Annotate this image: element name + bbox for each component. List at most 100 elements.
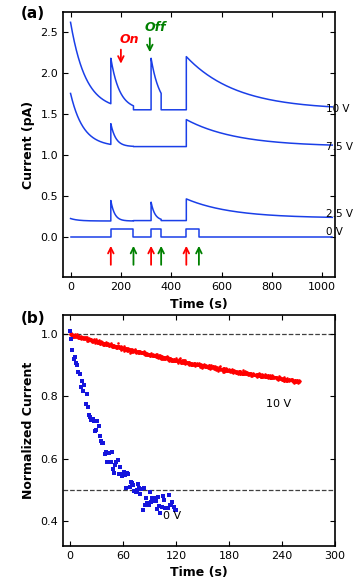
Point — [164, 352, 170, 361]
Point — [104, 457, 110, 467]
Point — [180, 357, 185, 366]
Point — [139, 347, 145, 357]
Point — [73, 332, 78, 341]
Point — [267, 374, 273, 383]
Point — [130, 346, 136, 355]
Point — [122, 343, 128, 353]
Point — [256, 369, 262, 378]
Point — [216, 363, 222, 373]
Point — [105, 448, 111, 457]
Point — [108, 340, 114, 349]
Point — [154, 352, 160, 361]
Point — [178, 356, 184, 366]
Point — [277, 374, 283, 384]
Point — [159, 352, 165, 361]
Point — [100, 338, 106, 347]
Point — [162, 354, 167, 364]
Point — [171, 502, 176, 512]
Point — [200, 360, 206, 370]
Point — [280, 373, 286, 383]
Point — [124, 343, 130, 352]
Point — [116, 342, 121, 351]
Point — [269, 373, 274, 382]
Point — [185, 359, 191, 369]
Point — [188, 359, 194, 368]
Point — [223, 364, 229, 374]
Point — [117, 342, 122, 352]
Point — [152, 352, 158, 361]
Point — [195, 360, 201, 370]
Point — [86, 335, 91, 344]
Point — [213, 363, 219, 373]
Point — [156, 352, 162, 361]
Point — [124, 468, 130, 477]
Point — [284, 374, 289, 384]
Point — [142, 350, 148, 359]
Point — [176, 355, 181, 364]
Point — [79, 332, 85, 342]
Point — [75, 333, 81, 342]
Point — [262, 372, 268, 381]
Point — [85, 334, 90, 343]
Point — [295, 377, 301, 387]
Point — [197, 361, 203, 370]
Point — [297, 376, 302, 385]
Point — [168, 500, 174, 510]
Point — [256, 371, 261, 381]
Point — [73, 332, 79, 342]
Point — [258, 372, 264, 381]
Point — [260, 371, 266, 380]
Point — [193, 360, 199, 369]
Point — [128, 478, 134, 487]
Point — [151, 350, 157, 360]
Point — [202, 361, 207, 370]
Point — [278, 374, 284, 383]
Point — [81, 333, 87, 343]
Text: 2.5 V: 2.5 V — [326, 210, 353, 220]
Point — [158, 508, 163, 517]
Point — [243, 367, 249, 376]
Point — [153, 352, 159, 361]
Point — [144, 350, 150, 360]
Point — [107, 340, 112, 350]
Point — [265, 371, 271, 380]
Point — [159, 353, 165, 363]
Point — [284, 376, 290, 385]
Point — [190, 360, 196, 369]
Point — [80, 334, 86, 343]
Point — [135, 347, 140, 356]
Point — [122, 345, 127, 354]
Point — [100, 340, 105, 349]
Point — [150, 350, 156, 360]
Point — [291, 378, 297, 387]
Point — [101, 340, 107, 349]
Point — [249, 371, 255, 380]
Point — [126, 345, 132, 354]
Point — [102, 339, 107, 348]
Point — [120, 344, 125, 353]
Point — [197, 362, 203, 371]
Point — [77, 333, 83, 343]
Point — [132, 345, 138, 354]
Point — [129, 346, 135, 356]
Point — [255, 372, 260, 381]
Point — [183, 358, 189, 367]
Point — [234, 367, 240, 377]
Point — [160, 353, 166, 362]
Point — [69, 331, 75, 340]
Point — [256, 371, 262, 380]
Point — [155, 352, 161, 361]
Point — [121, 346, 127, 355]
Point — [223, 364, 229, 374]
Point — [74, 332, 80, 341]
Point — [69, 329, 75, 339]
Point — [240, 369, 246, 378]
Point — [258, 372, 264, 381]
Point — [234, 367, 239, 377]
Point — [285, 375, 291, 384]
Point — [133, 346, 139, 356]
Point — [147, 351, 152, 360]
Point — [264, 371, 270, 381]
Point — [163, 353, 169, 363]
Point — [134, 347, 140, 356]
